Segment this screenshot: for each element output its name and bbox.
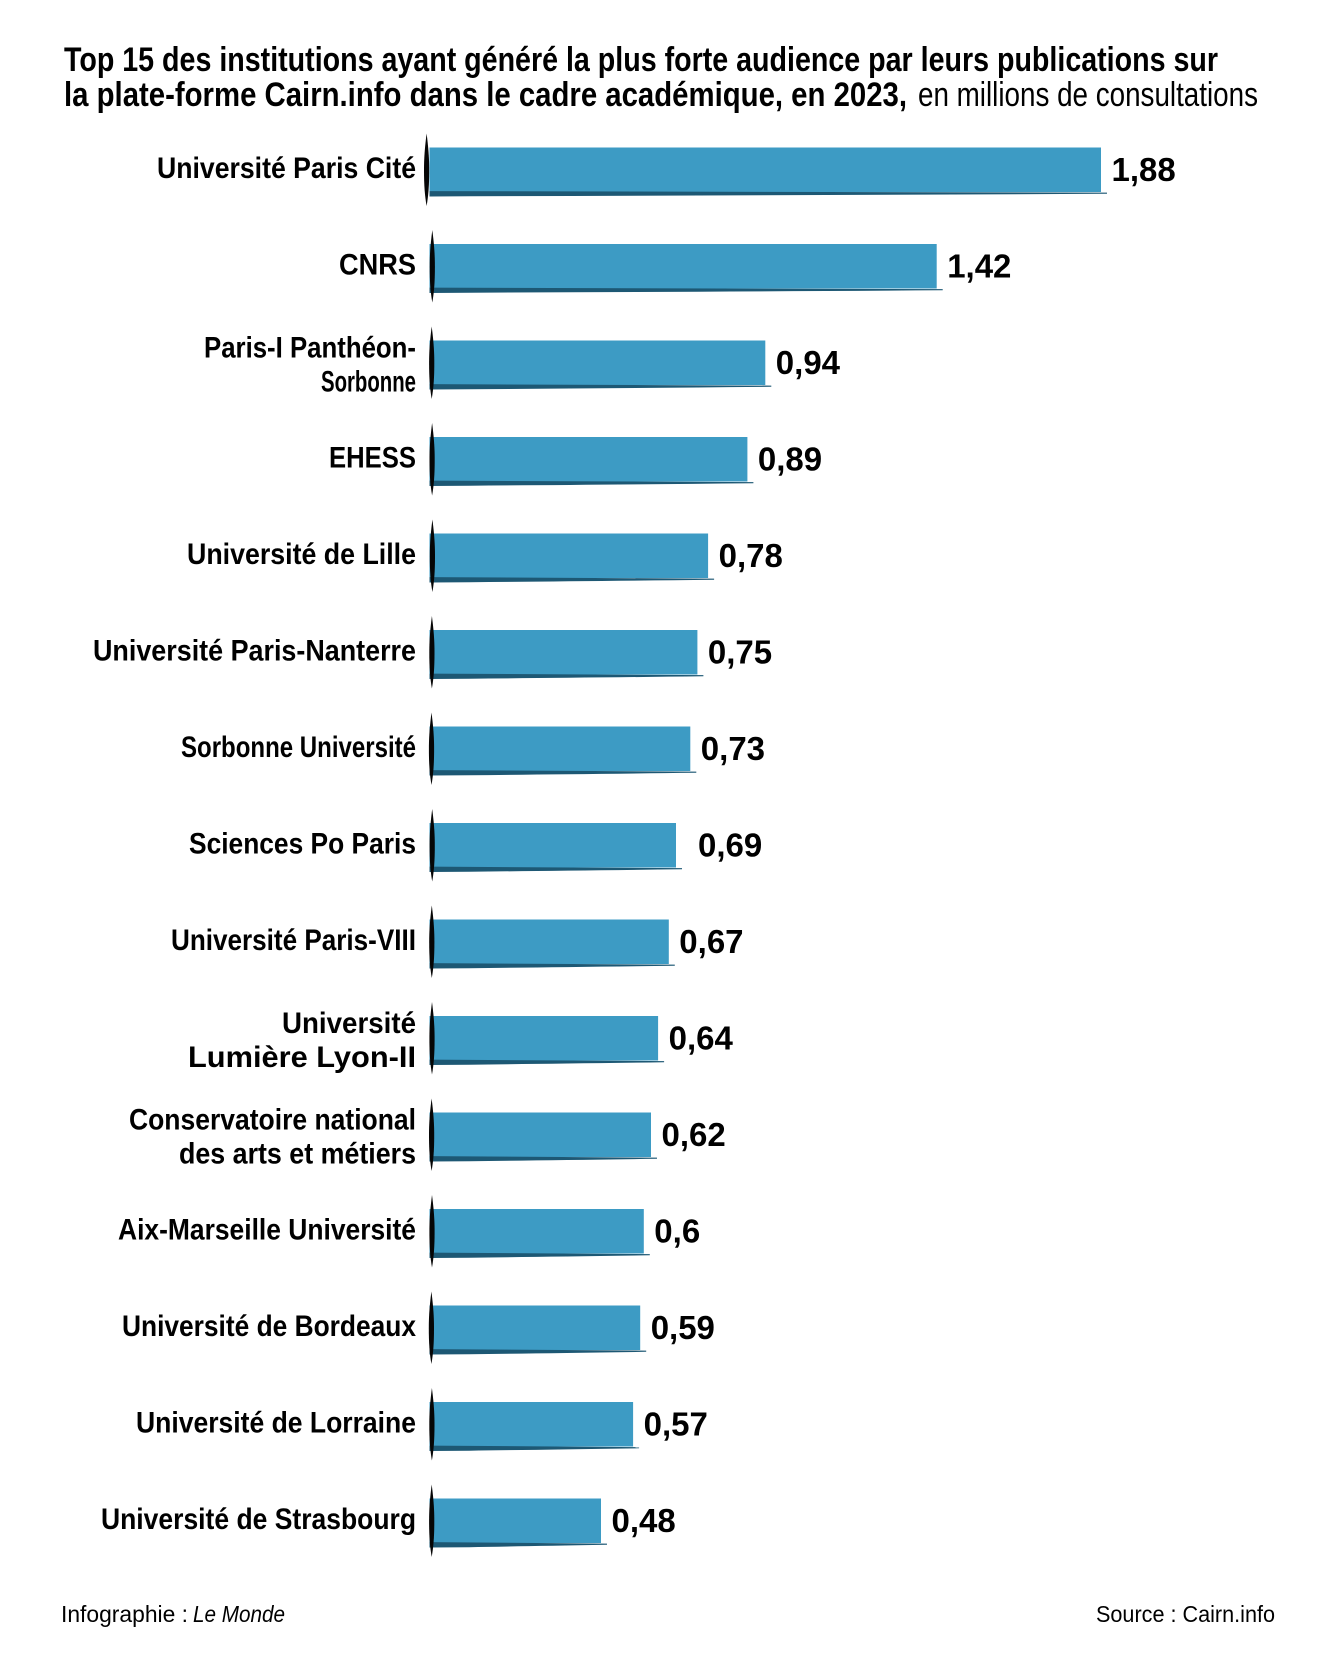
svg-text:Sorbonne Université: Sorbonne Université [181,731,416,764]
svg-text:Top 15 des institutions ayant: Top 15 des institutions ayant généré la … [64,41,1218,79]
svg-text:0,75: 0,75 [708,633,772,670]
svg-text:Sorbonne: Sorbonne [321,366,416,399]
svg-text:Université Paris-VIII: Université Paris-VIII [171,924,416,957]
svg-text:0,48: 0,48 [612,1502,676,1539]
svg-text:1,88: 1,88 [1112,151,1176,188]
svg-text:Le Monde: Le Monde [193,1601,285,1627]
svg-text:0,94: 0,94 [776,344,841,381]
svg-text:0,78: 0,78 [719,537,783,574]
svg-text:Université Paris Cité: Université Paris Cité [157,152,416,185]
svg-text:0,57: 0,57 [644,1405,708,1442]
svg-text:0,59: 0,59 [651,1309,715,1346]
svg-text:CNRS: CNRS [339,249,416,282]
svg-text:Conservatoire national: Conservatoire national [129,1104,416,1137]
svg-text:Université Paris-Nanterre: Université Paris-Nanterre [93,635,416,668]
svg-text:Université de Lille: Université de Lille [187,538,416,571]
svg-text:EHESS: EHESS [329,442,416,475]
svg-text:0,89: 0,89 [758,440,822,477]
svg-text:Paris-I Panthéon-: Paris-I Panthéon- [204,332,416,365]
svg-text:0,69: 0,69 [698,826,762,863]
svg-text:en millions de consultations: en millions de consultations [918,76,1258,114]
svg-text:Université de Strasbourg: Université de Strasbourg [101,1503,416,1536]
svg-text:Source : Cairn.info: Source : Cairn.info [1096,1601,1275,1627]
svg-text:1,42: 1,42 [947,247,1011,284]
svg-text:des arts et métiers: des arts et métiers [179,1138,416,1171]
svg-text:0,64: 0,64 [669,1019,734,1056]
svg-text:la plate-forme Cairn.info dans: la plate-forme Cairn.info dans le cadre … [64,76,907,114]
svg-text:Aix-Marseille Université: Aix-Marseille Université [118,1214,416,1247]
svg-text:0,62: 0,62 [662,1116,726,1153]
svg-text:Université de Bordeaux: Université de Bordeaux [122,1310,416,1343]
svg-text:0,67: 0,67 [679,923,743,960]
svg-text:0,73: 0,73 [701,730,765,767]
svg-text:Lumière Lyon-II: Lumière Lyon-II [188,1041,416,1074]
svg-text:Université: Université [282,1007,416,1040]
svg-text:Université de Lorraine: Université de Lorraine [136,1407,416,1440]
svg-text:0,6: 0,6 [654,1212,700,1249]
svg-text:Sciences Po Paris: Sciences Po Paris [189,828,416,861]
svg-text:Infographie :: Infographie : [61,1601,188,1627]
